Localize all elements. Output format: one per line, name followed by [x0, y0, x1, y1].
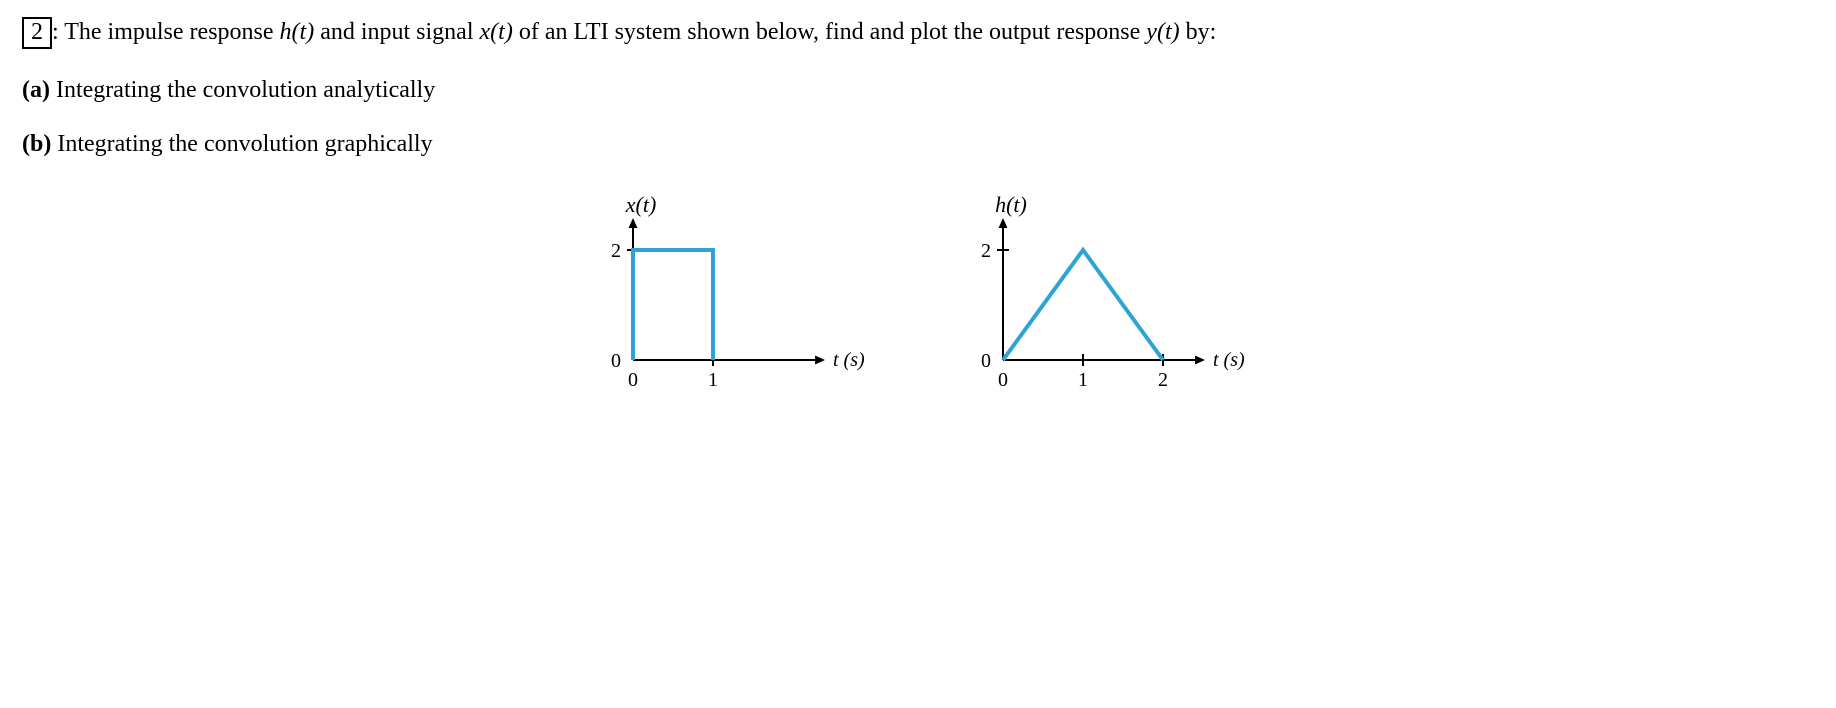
part-a-text: Integrating the convolution analytically	[50, 77, 435, 103]
svg-text:0: 0	[981, 350, 991, 372]
prompt-mid1: and input signal	[314, 19, 479, 45]
svg-text:2: 2	[1158, 369, 1168, 391]
problem-prompt: 2: The impulse response h(t) and input s…	[22, 14, 1814, 50]
prompt-suffix: by:	[1180, 19, 1217, 45]
x-plot-svg: x(t) t (s) 0 2 0 1	[593, 190, 873, 420]
sub-parts: (a) Integrating the convolution analytic…	[22, 72, 1814, 162]
svg-text:1: 1	[708, 369, 718, 391]
svg-text:2: 2	[981, 240, 991, 262]
part-a-label: (a)	[22, 77, 50, 103]
figure-row: x(t) t (s) 0 2 0 1 h(t) t (s) 0 2 0 1 2	[22, 190, 1814, 420]
problem-number-box: 2	[22, 17, 52, 49]
part-b: (b) Integrating the convolution graphica…	[22, 126, 1814, 162]
svg-text:2: 2	[611, 240, 621, 262]
part-a: (a) Integrating the convolution analytic…	[22, 72, 1814, 108]
svg-text:0: 0	[611, 350, 621, 372]
svg-text:t (s): t (s)	[1213, 349, 1245, 371]
svg-text:h(t): h(t)	[995, 192, 1027, 217]
svg-text:t (s): t (s)	[833, 349, 865, 371]
svg-text:x(t): x(t)	[625, 192, 657, 217]
svg-text:0: 0	[998, 369, 1008, 391]
y-of-t: y(t)	[1146, 19, 1179, 45]
svg-text:0: 0	[628, 369, 638, 391]
svg-text:1: 1	[1078, 369, 1088, 391]
x-plot: x(t) t (s) 0 2 0 1	[593, 190, 873, 420]
h-plot-svg: h(t) t (s) 0 2 0 1 2	[963, 190, 1243, 420]
page: 2: The impulse response h(t) and input s…	[0, 0, 1836, 708]
prompt-prefix: : The impulse response	[52, 19, 280, 45]
x-of-t: x(t)	[480, 19, 513, 45]
part-b-label: (b)	[22, 131, 51, 157]
prompt-mid2: of an LTI system shown below, find and p…	[513, 19, 1146, 45]
part-b-text: Integrating the convolution graphically	[51, 131, 432, 157]
h-of-t: h(t)	[280, 19, 315, 45]
h-plot: h(t) t (s) 0 2 0 1 2	[963, 190, 1243, 420]
